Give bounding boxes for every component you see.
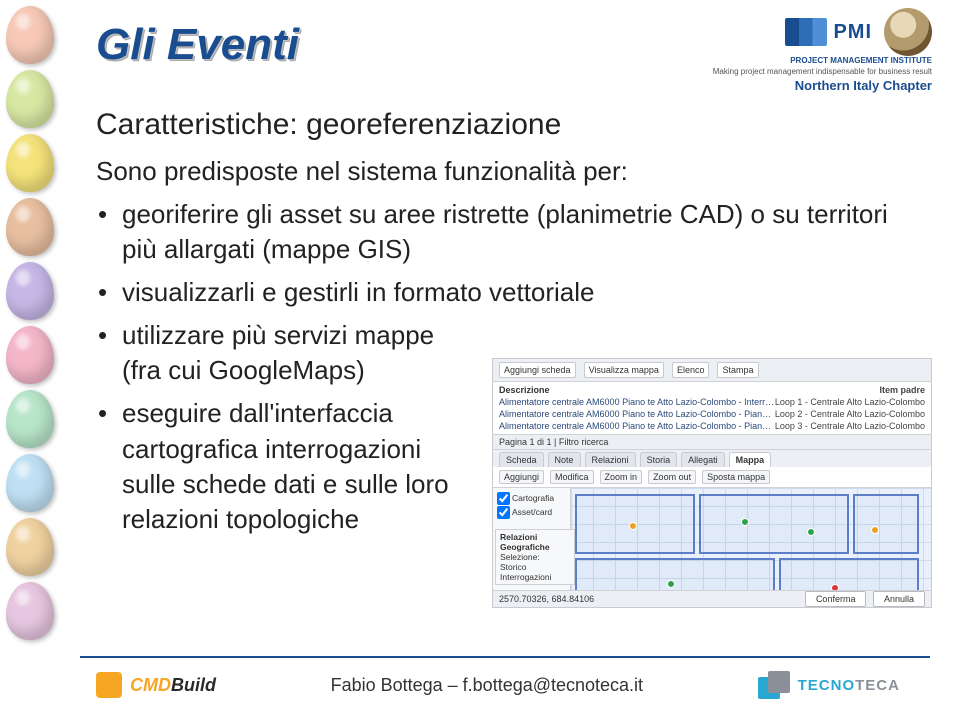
bullet-item: visualizzarli e gestirli in formato vett…	[96, 275, 906, 310]
map-toolbar-button[interactable]: Aggiungi scheda	[499, 362, 576, 378]
map-cancel-button[interactable]: Annulla	[873, 591, 925, 607]
slide-title: Gli Eventi	[96, 20, 299, 70]
pmi-org: PROJECT MANAGEMENT INSTITUTE	[713, 56, 932, 65]
pmi-logo-block: PMI PROJECT MANAGEMENT INSTITUTE Making …	[713, 8, 932, 93]
map-grid-row[interactable]: Alimentatore centrale AM6000 Piano te At…	[499, 408, 925, 420]
map-asset-dot[interactable]	[667, 580, 675, 588]
cmdbuild-logo: CMDBuild	[96, 672, 216, 698]
presenter-text: Fabio Bottega – f.bottega@tecnoteca.it	[331, 675, 643, 696]
map-confirm-button[interactable]: Conferma	[805, 591, 867, 607]
tecnoteca-icon	[758, 671, 790, 699]
map-footer: 2570.70326, 684.84106 Conferma Annulla	[493, 590, 931, 607]
cmd-brand-part2: Build	[171, 675, 216, 695]
map-tab[interactable]: Mappa	[729, 452, 772, 467]
relgeo-item: Storico	[500, 562, 570, 572]
slide-footer: CMDBuild Fabio Bottega – f.bottega@tecno…	[0, 656, 960, 714]
map-coords: 2570.70326, 684.84106	[499, 594, 594, 604]
map-tool-button[interactable]: Modifica	[550, 470, 594, 484]
map-layer-item: Asset/card	[497, 506, 566, 519]
map-tool-button[interactable]: Zoom out	[648, 470, 696, 484]
tecno-part1: TECNO	[798, 677, 856, 694]
pmi-letters: PMI	[833, 21, 872, 44]
relgeo-item: Interrogazioni	[500, 572, 570, 582]
map-tool-button[interactable]: Aggiungi	[499, 470, 544, 484]
map-asset-dot[interactable]	[629, 522, 637, 530]
egg-icon	[6, 454, 54, 512]
egg-icon	[6, 390, 54, 448]
intro-text: Sono predisposte nel sistema funzionalit…	[96, 156, 916, 187]
egg-icon	[6, 6, 54, 64]
tecnoteca-logo: TECNOTECA	[758, 671, 900, 699]
map-tab[interactable]: Scheda	[499, 452, 544, 467]
egg-icon	[6, 198, 54, 256]
map-tools: Aggiungi Modifica Zoom in Zoom out Sposta ma…	[493, 467, 931, 488]
map-relgeo-panel: Relazioni GeograficheSelezione:StoricoIn…	[495, 529, 575, 585]
map-grid-header: DescrizioneItem padre	[499, 384, 925, 396]
pmi-tagline: Making project management indispensable …	[713, 67, 932, 76]
relgeo-item: Selezione:	[500, 552, 570, 562]
map-toolbar-button[interactable]: Elenco	[672, 362, 710, 378]
map-tabs: Scheda Note Relazioni StoriaAllegati Mappa	[493, 450, 931, 467]
egg-icon	[6, 582, 54, 640]
map-toolbar-button[interactable]: Visualizza mappa	[584, 362, 664, 378]
bullet-item: eseguire dall'interfaccia cartografica i…	[96, 396, 476, 536]
cmd-brand-part1: CMD	[130, 675, 171, 695]
slide-subheading: Caratteristiche: georeferenziazione	[96, 108, 916, 142]
egg-icon	[6, 326, 54, 384]
egg-icon	[6, 518, 54, 576]
map-tool-button[interactable]: Zoom in	[600, 470, 643, 484]
egg-icon	[6, 70, 54, 128]
pmi-portrait-icon	[884, 8, 932, 56]
layer-checkbox[interactable]	[497, 492, 510, 505]
map-tab[interactable]: Relazioni	[585, 452, 636, 467]
egg-icon	[6, 262, 54, 320]
map-toolbar: Aggiungi scheda Visualizza mappa Elenco Sta…	[493, 359, 931, 382]
map-grid: DescrizioneItem padreAlimentatore centra…	[493, 382, 931, 435]
map-asset-dot[interactable]	[807, 528, 815, 536]
map-grid-row[interactable]: Alimentatore centrale AM6000 Piano te At…	[499, 396, 925, 408]
map-asset-dot[interactable]	[741, 518, 749, 526]
layer-checkbox[interactable]	[497, 506, 510, 519]
tecno-part2: TECA	[855, 677, 900, 694]
map-pager: Pagina 1 di 1 | Filtro ricerca	[493, 435, 931, 450]
map-layer-item: Cartografia	[497, 492, 566, 505]
map-tab[interactable]: Allegati	[681, 452, 725, 467]
bullet-item: georiferire gli asset su aree ristrette …	[96, 197, 906, 267]
slide: PMI PROJECT MANAGEMENT INSTITUTE Making …	[0, 0, 960, 714]
pmi-mark-icon	[785, 18, 827, 46]
map-tool-button[interactable]: Sposta mappa	[702, 470, 770, 484]
map-screenshot: Aggiungi scheda Visualizza mappa Elenco Sta…	[492, 358, 932, 608]
map-tab[interactable]: Note	[548, 452, 581, 467]
cmdbuild-icon	[96, 672, 122, 698]
decorative-egg-strip	[0, 0, 64, 714]
bullet-item: utilizzare più servizi mappe (fra cui Go…	[96, 318, 476, 388]
map-tab[interactable]: Storia	[640, 452, 678, 467]
map-room	[699, 494, 849, 554]
relgeo-title: Relazioni Geografiche	[500, 532, 570, 552]
pmi-chapter: Northern Italy Chapter	[713, 78, 932, 93]
egg-icon	[6, 134, 54, 192]
map-room	[853, 494, 919, 554]
map-grid-row[interactable]: Alimentatore centrale AM6000 Piano te At…	[499, 420, 925, 432]
map-asset-dot[interactable]	[871, 526, 879, 534]
map-toolbar-button[interactable]: Stampa	[717, 362, 758, 378]
